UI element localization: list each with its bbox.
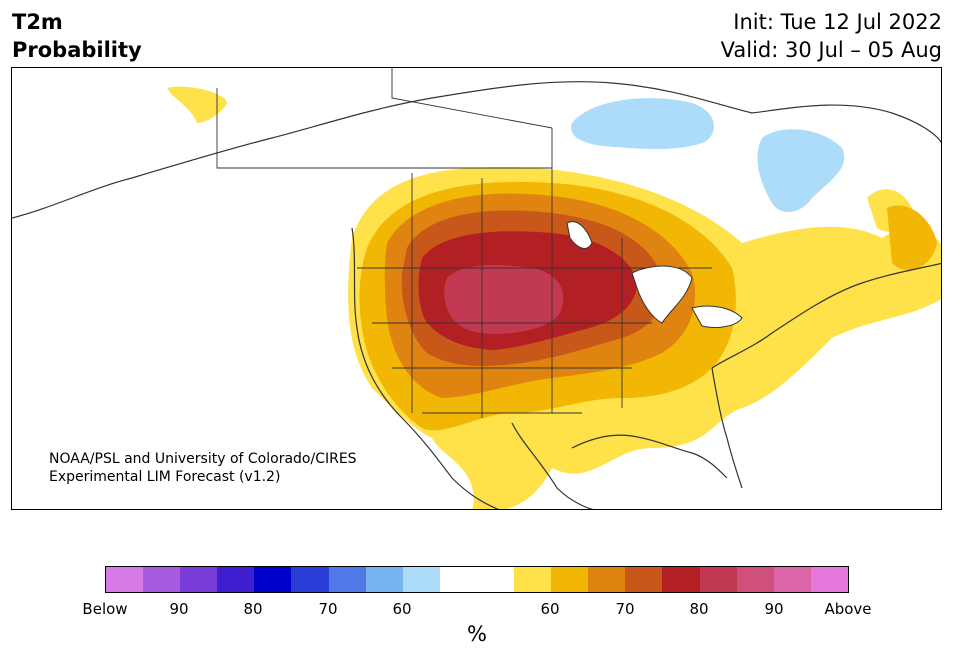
above-85-region bbox=[444, 265, 564, 335]
colorbar-segment bbox=[662, 567, 700, 592]
product-label: Probability bbox=[12, 38, 142, 62]
credit-line-2: Experimental LIM Forecast (v1.2) bbox=[49, 469, 281, 485]
colorbar-segment bbox=[810, 567, 848, 592]
colorbar-tick-label: 90 bbox=[764, 600, 784, 618]
colorbar-segment bbox=[217, 567, 255, 592]
colorbar-segment bbox=[736, 567, 774, 592]
below-60-region bbox=[571, 98, 845, 213]
colorbar-segment bbox=[402, 567, 440, 592]
colorbar-segment bbox=[625, 567, 663, 592]
variable-label: T2m bbox=[12, 10, 63, 34]
colorbar-segment bbox=[773, 567, 811, 592]
map-svg bbox=[12, 68, 941, 509]
colorbar-tick-label: 70 bbox=[318, 600, 338, 618]
colorbar-segment bbox=[699, 567, 737, 592]
colorbar-tick-label: 60 bbox=[392, 600, 412, 618]
map-title: T2m Probability bbox=[12, 8, 142, 64]
colorbar-segment bbox=[291, 567, 329, 592]
unit-label: % bbox=[467, 622, 487, 646]
great-lakes bbox=[566, 221, 743, 329]
colorbar-segment bbox=[588, 567, 626, 592]
colorbar-segment bbox=[254, 567, 292, 592]
forecast-map bbox=[11, 67, 942, 510]
colorbar-segment bbox=[476, 567, 515, 592]
colorbar-tick-label: 70 bbox=[615, 600, 635, 618]
colorbar-segment bbox=[551, 567, 589, 592]
colorbar-segment bbox=[106, 567, 144, 592]
state-borders bbox=[216, 68, 712, 418]
colorbar-tick-label: 60 bbox=[540, 600, 560, 618]
valid-range: Valid: 30 Jul – 05 Aug bbox=[720, 38, 942, 62]
colorbar-tick-label: Above bbox=[824, 600, 872, 618]
coastlines bbox=[12, 81, 941, 509]
colorbar-segment bbox=[439, 567, 477, 592]
colorbar-segment bbox=[328, 567, 366, 592]
colorbar-segment bbox=[365, 567, 403, 592]
init-date: Init: Tue 12 Jul 2022 bbox=[733, 10, 942, 34]
colorbar-tick-label: 80 bbox=[243, 600, 263, 618]
colorbar-tick-label: 80 bbox=[689, 600, 709, 618]
colorbar-segment bbox=[514, 567, 552, 592]
colorbar-tick-label: 90 bbox=[169, 600, 189, 618]
probability-colorbar bbox=[105, 566, 849, 593]
colorbar-segment bbox=[143, 567, 181, 592]
credit-text: NOAA/PSL and University of Colorado/CIRE… bbox=[49, 450, 357, 486]
colorbar-segment bbox=[180, 567, 218, 592]
credit-line-1: NOAA/PSL and University of Colorado/CIRE… bbox=[49, 451, 357, 467]
date-info: Init: Tue 12 Jul 2022 Valid: 30 Jul – 05… bbox=[721, 8, 942, 64]
colorbar-tick-label: Below bbox=[82, 600, 128, 618]
